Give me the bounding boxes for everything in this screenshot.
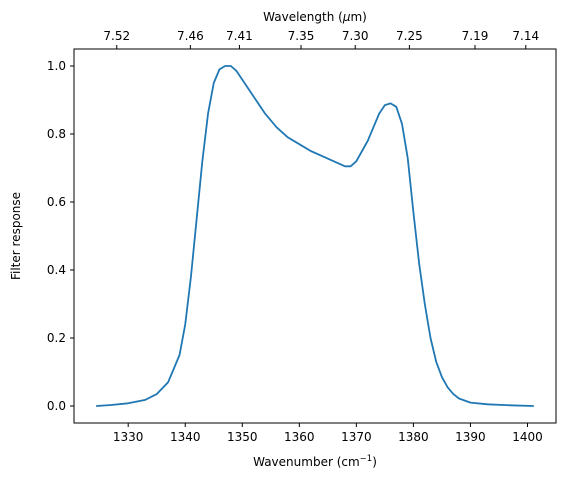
x-tick-label: 1350	[227, 430, 258, 444]
y-axis-label: Filter response	[9, 192, 23, 280]
x-tick-label: 1330	[113, 430, 144, 444]
x-axis-label-main: Wavenumber (cm	[253, 455, 360, 469]
top-x-axis-label-pre: Wavelength (	[263, 10, 343, 24]
top-x-axis-label-post: m)	[350, 10, 366, 24]
top-x-tick-label: 7.46	[177, 29, 204, 43]
top-x-tick-label: 7.30	[342, 29, 369, 43]
x-tick-label: 1340	[170, 430, 201, 444]
y-tick-label: 0.4	[47, 263, 66, 277]
top-x-tick-label: 7.52	[103, 29, 130, 43]
axis-labels: Wavenumber (cm−1) Filter response Wavele…	[9, 10, 377, 469]
plot-frame	[73, 48, 557, 424]
top-x-tick-label: 7.35	[288, 29, 315, 43]
top-x-axis-label-mu: μ	[342, 10, 351, 24]
x-tick-label: 1400	[512, 430, 543, 444]
top-x-tick-label: 7.19	[462, 29, 489, 43]
y-tick-label: 0.0	[47, 399, 66, 413]
top-x-tick-label: 7.14	[512, 29, 539, 43]
series-line-0	[95, 65, 535, 407]
x-axis-label: Wavenumber (cm−1)	[253, 454, 377, 469]
y-tick-label: 0.2	[47, 331, 66, 345]
x-axis-label-superscript: −1	[360, 454, 373, 464]
plot-area	[95, 65, 535, 407]
x-tick-label: 1380	[398, 430, 429, 444]
x-tick-label: 1390	[455, 430, 486, 444]
x-tick-label: 1370	[341, 430, 372, 444]
axes: 1330 1340 1350 1360 1370 1380 1390 1400 0.0 0.2 0.…	[47, 29, 557, 444]
y-tick-label: 0.6	[47, 195, 66, 209]
top-x-axis-label: Wavelength (μm)	[263, 10, 367, 24]
x-tick-label: 1360	[284, 430, 315, 444]
top-x-tick-label: 7.41	[226, 29, 253, 43]
top-x-tick-label: 7.25	[396, 29, 423, 43]
y-tick-label: 0.8	[47, 127, 66, 141]
x-axis-label-tail: )	[372, 455, 377, 469]
y-tick-label: 1.0	[47, 59, 66, 73]
